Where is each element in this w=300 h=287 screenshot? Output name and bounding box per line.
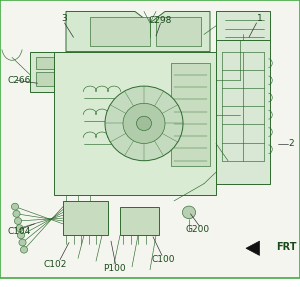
FancyBboxPatch shape xyxy=(0,0,300,278)
Text: C266: C266 xyxy=(8,76,31,85)
FancyBboxPatch shape xyxy=(156,17,201,46)
Circle shape xyxy=(13,210,20,217)
Text: C102: C102 xyxy=(44,259,67,269)
Text: 2: 2 xyxy=(288,139,294,148)
Circle shape xyxy=(16,225,23,232)
Circle shape xyxy=(123,103,165,144)
Text: FRT: FRT xyxy=(276,243,296,252)
FancyBboxPatch shape xyxy=(216,34,270,184)
Text: 3: 3 xyxy=(61,14,68,23)
Polygon shape xyxy=(66,11,210,52)
FancyBboxPatch shape xyxy=(171,63,210,166)
Circle shape xyxy=(182,206,196,219)
Polygon shape xyxy=(54,52,216,195)
Circle shape xyxy=(20,246,28,253)
FancyBboxPatch shape xyxy=(216,11,270,40)
FancyBboxPatch shape xyxy=(36,72,66,86)
Text: C104: C104 xyxy=(8,226,31,236)
Circle shape xyxy=(136,116,152,131)
Circle shape xyxy=(11,203,19,210)
FancyBboxPatch shape xyxy=(30,52,72,92)
Circle shape xyxy=(17,232,25,239)
Text: 1: 1 xyxy=(256,14,262,23)
Polygon shape xyxy=(246,241,260,255)
Circle shape xyxy=(105,86,183,161)
Circle shape xyxy=(19,239,26,246)
FancyBboxPatch shape xyxy=(90,17,150,46)
FancyBboxPatch shape xyxy=(36,57,66,69)
Text: G200: G200 xyxy=(186,225,210,234)
FancyBboxPatch shape xyxy=(120,207,159,235)
Text: C100: C100 xyxy=(152,255,175,264)
Text: C298: C298 xyxy=(149,15,172,25)
Circle shape xyxy=(14,218,22,224)
FancyBboxPatch shape xyxy=(63,201,108,235)
Text: P100: P100 xyxy=(103,264,125,273)
